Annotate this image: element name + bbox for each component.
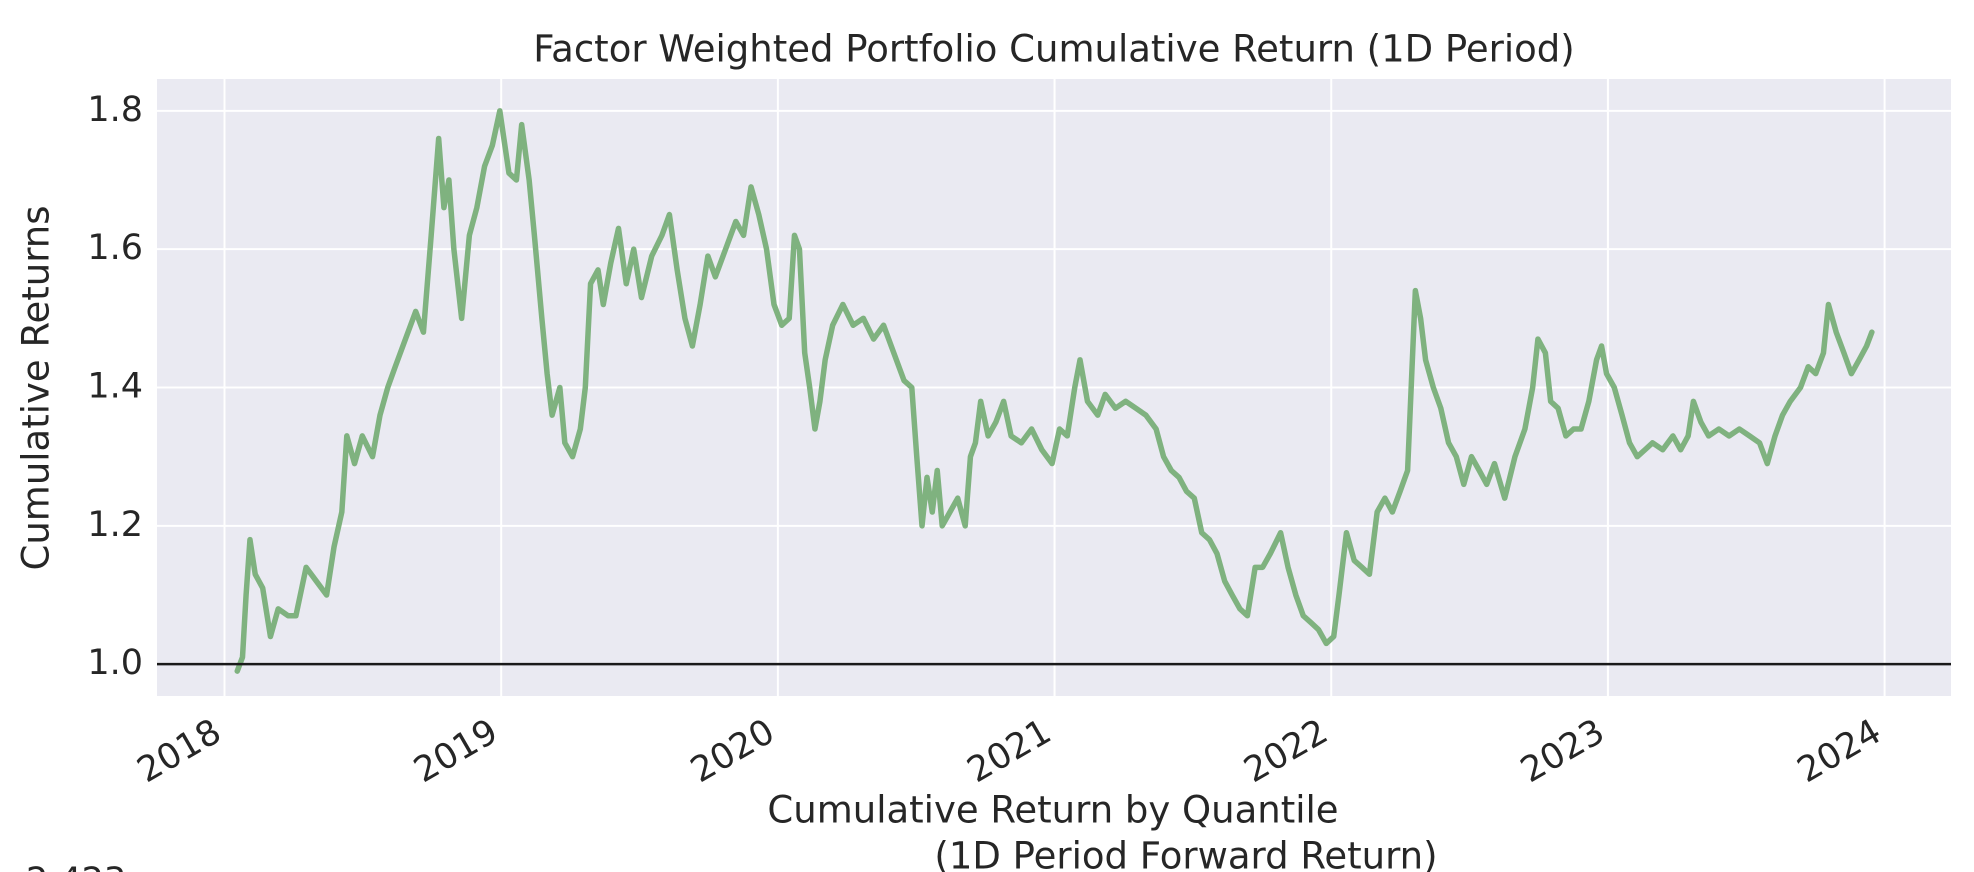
- x-tick-label: 2022: [1238, 712, 1335, 791]
- y-axis-label: Cumulative Returns: [15, 206, 58, 571]
- x-tick-label: 2020: [684, 712, 781, 791]
- y-tick-label: 1.6: [87, 228, 143, 268]
- x-tick-label: 2019: [408, 712, 505, 791]
- y-tick-label: 2.423: [26, 861, 126, 872]
- x-tick-label: 2021: [961, 712, 1058, 791]
- x-tick-label: 2024: [1791, 712, 1888, 791]
- y-tick-label: 1.0: [87, 643, 143, 683]
- y-tick-label: 1.4: [87, 367, 143, 407]
- chart-title: Cumulative Return by Quantile: [767, 789, 1338, 832]
- y-tick-label: 1.2: [87, 505, 143, 545]
- chart-title: (1D Period Forward Return): [934, 835, 1437, 872]
- y-tick-label: 1.8: [87, 90, 143, 130]
- line-series: [234, 108, 1875, 674]
- x-tick-label: 2023: [1514, 712, 1611, 791]
- marks: [157, 108, 1951, 674]
- chart-title: Factor Weighted Portfolio Cumulative Ret…: [533, 28, 1574, 71]
- x-tick-label: 2018: [131, 712, 228, 791]
